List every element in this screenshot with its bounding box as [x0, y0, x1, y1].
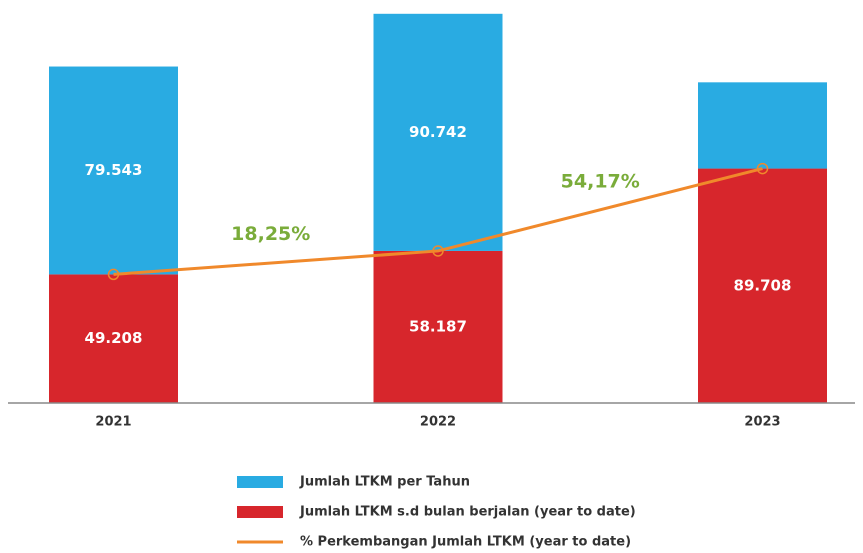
bar-segment [49, 66, 178, 275]
x-tick-label: 2022 [420, 415, 456, 430]
line-marker [432, 245, 444, 257]
data-label: 58.187 [409, 317, 467, 335]
annotation: 54,17% [561, 170, 640, 192]
data-label: 79.543 [85, 161, 143, 179]
x-tick-label: 2021 [95, 415, 131, 430]
bar-segment [698, 82, 827, 169]
bar-segment [373, 250, 503, 403]
bar-segment [49, 274, 178, 403]
data-label: 89.708 [734, 276, 792, 294]
legend-label: % Perkembangan Jumlah LTKM (year to date… [300, 535, 631, 550]
line [113, 167, 763, 276]
annotation: 18,25% [231, 223, 310, 245]
legend-swatch [237, 476, 283, 488]
bar-segment [698, 168, 827, 403]
x-tick-label: 2023 [744, 415, 780, 430]
data-label: 49.208 [85, 329, 143, 347]
legend-label: Jumlah LTKM per Tahun [299, 475, 470, 490]
bar-segment [373, 13, 503, 251]
legend-swatch [237, 506, 283, 518]
legend-label: Jumlah LTKM s.d bulan berjalan (year to … [299, 505, 636, 520]
line-marker [107, 268, 120, 281]
line-marker [756, 162, 769, 175]
data-label: 90.742 [409, 123, 467, 141]
